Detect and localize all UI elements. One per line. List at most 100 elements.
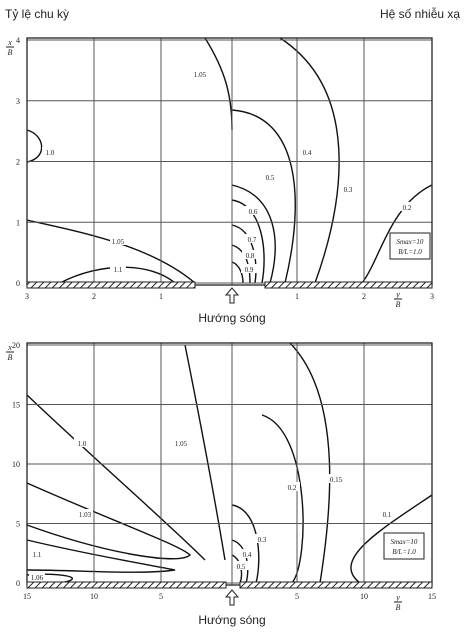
contour bbox=[231, 504, 260, 584]
y-tick-label: 4 bbox=[16, 36, 20, 45]
x-tick-label: 10 bbox=[90, 592, 98, 601]
axis-label-den: B bbox=[8, 353, 13, 362]
x-tick-label: 10 bbox=[360, 592, 368, 601]
contour bbox=[184, 344, 226, 561]
contour bbox=[361, 184, 433, 284]
x-tick-label: 1 bbox=[159, 292, 163, 301]
legend-text: Smax=10 bbox=[397, 238, 424, 246]
contour bbox=[26, 482, 191, 560]
direction-arrow bbox=[224, 287, 240, 304]
legend-text: Smax=10 bbox=[391, 538, 418, 546]
contour bbox=[350, 494, 433, 584]
y-tick-label: 0 bbox=[16, 279, 20, 288]
y-tick-label: 3 bbox=[16, 97, 20, 106]
label-bg bbox=[262, 172, 278, 181]
contour bbox=[26, 129, 43, 163]
panel: 3210123432101.051.01.051.10.40.50.60.70.… bbox=[6, 36, 434, 325]
y-tick-label: 5 bbox=[16, 520, 20, 529]
x-tick-label: 3 bbox=[25, 292, 29, 301]
contour-label: 0.8 bbox=[246, 252, 255, 260]
axis-label-den: B bbox=[396, 603, 401, 612]
legend-box bbox=[383, 532, 425, 560]
breakwater bbox=[26, 281, 196, 289]
header-right: Hệ số nhiễu xạ bbox=[380, 6, 460, 21]
label-bg bbox=[110, 264, 126, 273]
contour-label: 0.3 bbox=[258, 536, 267, 544]
contour bbox=[231, 244, 251, 284]
label-bg bbox=[233, 561, 249, 570]
contour-label: 0.5 bbox=[266, 174, 275, 182]
label-bg bbox=[239, 549, 255, 558]
y-tick-label: 0 bbox=[16, 579, 20, 588]
contour-label: 1.06 bbox=[31, 574, 44, 582]
contour-label: 0.15 bbox=[330, 476, 343, 484]
label-bg bbox=[299, 147, 315, 156]
breakwater bbox=[239, 581, 433, 589]
contour-label: 0.4 bbox=[303, 149, 312, 157]
label-bg bbox=[379, 509, 395, 518]
label-bg bbox=[242, 250, 258, 259]
x-tick-label: 15 bbox=[428, 592, 436, 601]
contour bbox=[231, 184, 276, 284]
label-bg bbox=[173, 438, 189, 447]
contour-label: 1.0 bbox=[46, 149, 55, 157]
contour bbox=[26, 219, 196, 284]
contour-label: 0.2 bbox=[288, 484, 297, 492]
label-bg bbox=[29, 549, 45, 558]
breakwater bbox=[26, 581, 227, 589]
contour-label: 0.6 bbox=[249, 208, 258, 216]
contour bbox=[231, 261, 244, 284]
label-bg bbox=[328, 474, 344, 483]
y-tick-label: 20 bbox=[12, 341, 20, 350]
axis-label-den: B bbox=[396, 300, 401, 309]
label-bg bbox=[245, 206, 261, 215]
contour-label: 0.9 bbox=[245, 266, 254, 274]
label-bg bbox=[340, 184, 356, 193]
direction-arrow bbox=[224, 589, 240, 606]
contour-label: 0.3 bbox=[344, 186, 353, 194]
x-tick-label: 3 bbox=[430, 292, 434, 301]
label-bg bbox=[77, 509, 93, 518]
axis-label-num: x bbox=[7, 38, 12, 47]
frame bbox=[26, 37, 433, 286]
contour bbox=[289, 342, 331, 584]
x-tick-label: 15 bbox=[23, 592, 31, 601]
axis-label-num: y bbox=[395, 290, 400, 299]
axis-label-num: x bbox=[7, 343, 12, 352]
breakwater bbox=[264, 281, 433, 289]
y-tick-label: 15 bbox=[12, 401, 20, 410]
axis-label-num: y bbox=[395, 593, 400, 602]
contour-label: 1.1 bbox=[33, 551, 42, 559]
label-bg bbox=[110, 236, 126, 245]
contour-label: 1.03 bbox=[79, 511, 92, 519]
y-tick-label: 10 bbox=[12, 460, 20, 469]
axis-label-den: B bbox=[8, 48, 13, 57]
contour bbox=[231, 199, 265, 284]
label-bg bbox=[42, 147, 58, 156]
contour-label: 1.05 bbox=[194, 71, 207, 79]
legend-text: B/L=1.0 bbox=[392, 548, 416, 556]
header-left: Tỷ lệ chu kỳ bbox=[5, 7, 69, 21]
legend-text: B/L=1.0 bbox=[398, 248, 422, 256]
contour bbox=[204, 37, 233, 131]
label-bg bbox=[192, 69, 208, 78]
x-tick-label: 5 bbox=[295, 592, 299, 601]
contour-label: 0.7 bbox=[248, 236, 257, 244]
contour-label: 0.5 bbox=[237, 563, 246, 571]
y-tick-label: 1 bbox=[16, 218, 20, 227]
contour bbox=[261, 414, 304, 584]
label-bg bbox=[399, 202, 415, 211]
frame bbox=[26, 342, 433, 586]
x-tick-label: 2 bbox=[362, 292, 366, 301]
panel: 15105051015201510501.01.051.031.11.060.2… bbox=[6, 341, 436, 627]
label-bg bbox=[284, 482, 300, 491]
contour-label: 0.4 bbox=[243, 551, 252, 559]
label-bg bbox=[29, 572, 45, 581]
contour bbox=[231, 539, 249, 584]
contour-label: 0.2 bbox=[403, 204, 412, 212]
contour-label: 0.1 bbox=[383, 511, 392, 519]
contour bbox=[231, 224, 257, 284]
contour bbox=[279, 37, 340, 284]
bottom-curves bbox=[26, 342, 433, 584]
